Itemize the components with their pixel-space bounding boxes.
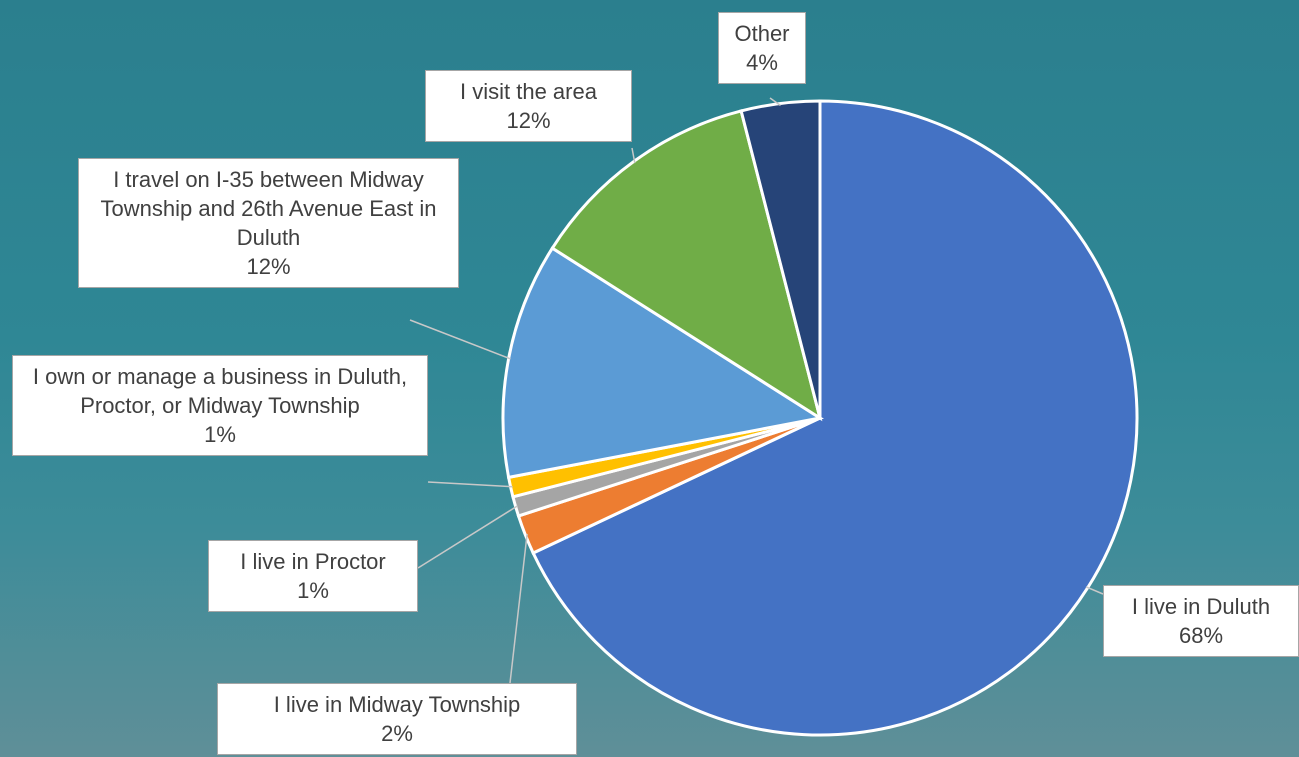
data-label: I travel on I-35 between Midway Township…	[78, 158, 459, 288]
category-label: I travel on I-35 between Midway Township…	[100, 167, 437, 250]
data-label: I live in Proctor 1%	[208, 540, 418, 612]
value-label: 12%	[506, 108, 551, 133]
data-label: I live in Duluth 68%	[1103, 585, 1299, 657]
pie-slice	[739, 99, 822, 419]
data-label: I live in Midway Township 2%	[217, 683, 577, 755]
leader-line	[417, 505, 518, 569]
value-label: 2%	[381, 721, 413, 746]
leader-line	[427, 481, 513, 488]
value-label: 68%	[1178, 623, 1224, 648]
leader-line	[509, 533, 528, 684]
category-label: I own or manage a business in Duluth, Pr…	[32, 364, 408, 418]
value-label: 1%	[297, 578, 329, 603]
category-label: I live in Duluth	[1131, 594, 1271, 619]
data-label: Other 4%	[718, 12, 806, 84]
leader-line	[631, 147, 636, 164]
value-label: 1%	[204, 422, 236, 447]
category-label: I live in Proctor	[240, 549, 386, 574]
value-label: 12%	[246, 254, 291, 279]
pie-slice	[550, 109, 823, 422]
data-label: I visit the area 12%	[425, 70, 632, 142]
data-label: I own or manage a business in Duluth, Pr…	[12, 355, 428, 456]
category-label: I live in Midway Township	[273, 692, 521, 717]
leader-line	[769, 97, 781, 107]
value-label: 4%	[746, 50, 778, 75]
leader-line	[409, 319, 511, 360]
category-label: Other	[734, 21, 790, 46]
leader-line	[1085, 586, 1104, 595]
category-label: I visit the area	[460, 79, 597, 104]
